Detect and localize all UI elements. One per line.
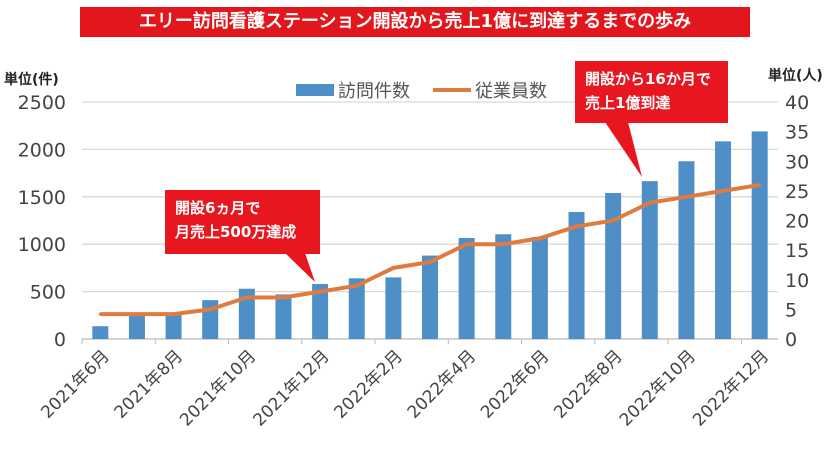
- line-point-2022年9月: [648, 201, 652, 205]
- line-point-2022年11月: [721, 189, 725, 193]
- bar-2021年10月: [238, 288, 255, 339]
- annotation-6-months: 開設6ヵ月で月売上500万達成: [165, 190, 320, 254]
- y-left-tick-label: 500: [30, 282, 66, 304]
- bar-2022年4月: [458, 238, 475, 339]
- bar-2022年9月: [641, 181, 658, 339]
- x-tick-label: 2022年2月: [330, 346, 406, 422]
- right-unit-label: 単位(人): [768, 67, 823, 84]
- y-right-tick-label: 15: [785, 240, 809, 262]
- y-right-tick-label: 10: [785, 270, 809, 292]
- x-tick-label: 2021年8月: [111, 346, 187, 422]
- annotation-pointer: [605, 122, 642, 177]
- line-point-2021年11月: [281, 296, 285, 300]
- y-right-tick-label: 0: [785, 329, 797, 351]
- x-tick-label: 2021年12月: [250, 346, 334, 430]
- x-tick-label: 2022年4月: [404, 346, 480, 422]
- line-point-2022年8月: [611, 219, 615, 222]
- line-point-2022年6月: [538, 236, 542, 240]
- line-point-2022年2月: [391, 266, 395, 270]
- bar-2021年6月: [92, 326, 109, 339]
- chart-title: エリー訪問看護ステーション開設から売上1億に到達するまでの歩み: [80, 7, 750, 37]
- annotation-pointer: [285, 253, 315, 282]
- bar-2022年7月: [568, 211, 585, 339]
- line-point-2022年7月: [575, 224, 579, 228]
- line-point-2021年10月: [245, 296, 249, 300]
- legend-bar-swatch: [296, 84, 334, 96]
- line-point-2021年9月: [208, 307, 212, 311]
- annotation-line: 開設から16か月で: [585, 70, 711, 88]
- line-point-2022年10月: [684, 195, 688, 199]
- line-point-2021年8月: [172, 312, 176, 316]
- line-point-2022年12月: [758, 183, 762, 187]
- y-left-tick-label: 2000: [18, 139, 66, 161]
- annotation-16-months: 開設から16か月で 売上1億到達: [575, 61, 728, 123]
- annotation-line: 開設6ヵ月で: [175, 199, 261, 217]
- bar-2021年12月: [312, 284, 329, 339]
- x-tick-label: 2021年10月: [176, 346, 260, 430]
- line-point-2022年3月: [428, 260, 432, 264]
- x-tick-label: 2021年6月: [37, 346, 113, 422]
- bar-2022年12月: [751, 131, 768, 339]
- line-point-2022年1月: [355, 284, 359, 288]
- y-right-tick-label: 30: [785, 151, 809, 173]
- line-point-2021年12月: [318, 290, 322, 294]
- y-right-tick-label: 20: [785, 211, 809, 233]
- y-right-tick-label: 40: [785, 92, 809, 114]
- y-left-tick-label: 1500: [18, 187, 66, 209]
- bar-2022年6月: [531, 237, 548, 339]
- x-tick-label: 2022年12月: [689, 346, 773, 430]
- legend-bar-label: 訪問件数: [338, 81, 410, 102]
- bar-2021年11月: [275, 294, 292, 339]
- legend-line-label: 従業員数: [475, 81, 547, 102]
- annotation-line: 売上1億到達: [585, 94, 671, 112]
- line-point-2022年5月: [501, 242, 505, 246]
- bar-2022年8月: [605, 193, 622, 339]
- y-right-tick-label: 5: [785, 299, 797, 321]
- bar-2022年5月: [495, 234, 512, 339]
- x-tick-label: 2022年10月: [616, 346, 700, 430]
- line-point-2021年6月: [98, 312, 102, 316]
- y-right-tick-label: 25: [785, 181, 809, 203]
- y-left-tick-label: 1000: [18, 234, 66, 256]
- bar-2022年1月: [348, 278, 365, 339]
- left-unit-label: 単位(件): [4, 71, 59, 88]
- line-point-2022年4月: [465, 242, 469, 246]
- bar-2021年7月: [128, 314, 145, 339]
- bar-2022年11月: [715, 141, 732, 339]
- bar-2021年8月: [165, 313, 182, 339]
- bar-2022年3月: [422, 255, 438, 339]
- y-left-tick-label: 0: [54, 329, 66, 351]
- line-point-2021年7月: [135, 312, 139, 316]
- y-left-tick-label: 2500: [18, 92, 66, 114]
- x-tick-label: 2022年8月: [550, 346, 626, 422]
- y-right-tick-label: 35: [785, 122, 809, 144]
- bar-2022年2月: [385, 277, 402, 339]
- annotation-line: 月売上500万達成: [175, 223, 297, 241]
- x-tick-label: 2022年6月: [477, 346, 553, 422]
- bar-2022年10月: [678, 161, 695, 339]
